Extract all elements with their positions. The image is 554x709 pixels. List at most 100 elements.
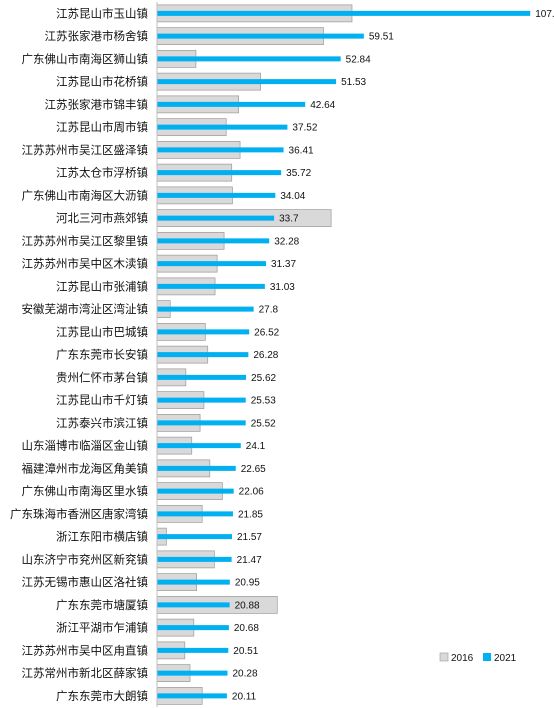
category-label: 山东淄博市临淄区金山镇: [22, 439, 149, 453]
value-label-2021: 51.53: [341, 77, 366, 88]
value-label-2021: 20.68: [234, 623, 259, 634]
bar-2021: [157, 693, 227, 699]
category-label: 广东东莞市塘厦镇: [56, 598, 148, 612]
bar-2021: [157, 534, 232, 540]
value-label-2021: 107.38: [535, 9, 554, 20]
value-label-2021: 36.41: [289, 145, 314, 156]
category-label: 安徽芜湖市湾沚区湾沚镇: [22, 302, 149, 316]
value-label-2021: 25.52: [251, 418, 276, 429]
category-label: 江苏昆山市周市镇: [56, 120, 148, 134]
value-label-2021: 20.51: [233, 646, 258, 657]
bar-2021: [157, 33, 364, 39]
value-label-2021: 52.84: [346, 54, 371, 65]
value-label-2021: 21.57: [237, 532, 262, 543]
bar-2021: [157, 215, 275, 221]
bar-2021: [157, 420, 246, 426]
value-label-2021: 20.28: [232, 669, 257, 680]
bar-2021: [157, 101, 306, 107]
bar-2021: [157, 238, 270, 244]
value-label-2021: 31.03: [270, 282, 295, 293]
value-label-2021: 32.28: [274, 236, 299, 247]
value-label-2021: 27.8: [259, 305, 279, 316]
category-label: 江苏无锡市惠山区洛社镇: [22, 575, 149, 589]
bar-2021: [157, 511, 233, 517]
value-label-2021: 25.53: [251, 396, 276, 407]
value-label-2021: 42.64: [310, 100, 335, 111]
bar-2021: [157, 488, 234, 494]
category-label: 江苏苏州市吴中区木渎镇: [22, 257, 149, 271]
category-label: 江苏张家港市锦丰镇: [45, 97, 149, 111]
value-label-2021: 20.95: [235, 578, 260, 589]
bars-group: 江苏昆山市玉山镇 107.38 江苏张家港市杨舍镇 59.51 广东佛山市南海区狮山镇 5…: [10, 4, 554, 705]
bar-2021: [157, 465, 236, 471]
value-label-2021: 20.11: [232, 691, 257, 702]
value-label-2021: 21.47: [237, 555, 262, 566]
value-label-2021: 24.1: [246, 441, 266, 452]
bar-2021: [157, 124, 288, 130]
category-label: 江苏太仓市浮桥镇: [56, 166, 148, 180]
category-label: 山东济宁市兖州区新兖镇: [22, 552, 149, 566]
value-label-2021: 25.62: [251, 373, 276, 384]
bar-2021: [157, 147, 284, 153]
bar-2021: [157, 306, 254, 312]
legend-label-2021: 2021: [494, 653, 517, 664]
bar-2021: [157, 283, 265, 289]
category-label: 福建漳州市龙海区角美镇: [22, 461, 149, 475]
category-label: 河北三河市燕郊镇: [56, 211, 148, 225]
bar-2021: [157, 56, 341, 62]
value-label-2021: 31.37: [271, 259, 296, 270]
bar-2021: [157, 79, 337, 85]
value-label-2021: 26.28: [253, 350, 278, 361]
category-label: 江苏昆山市千灯镇: [56, 393, 148, 407]
value-label-2021: 22.65: [241, 464, 266, 475]
category-label: 浙江东阳市横店镇: [56, 530, 148, 544]
value-label-2021: 33.7: [279, 214, 299, 225]
value-label-2021: 34.04: [280, 191, 305, 202]
legend-swatch-2016: [439, 652, 449, 662]
category-label: 江苏泰兴市滨江镇: [56, 416, 148, 430]
bar-2021: [157, 579, 230, 585]
value-label-2021: 26.52: [254, 327, 279, 338]
value-label-2021: 21.85: [238, 509, 263, 520]
bar-2021: [157, 261, 267, 267]
bar-2021: [157, 602, 230, 608]
bar-2021: [157, 443, 241, 449]
bar-2021: [157, 10, 531, 16]
bar-2021: [157, 352, 249, 358]
category-label: 江苏常州市新北区薛家镇: [22, 666, 149, 680]
category-label: 广东佛山市南海区里水镇: [22, 484, 149, 498]
value-label-2021: 35.72: [286, 168, 311, 179]
legend-label-2016: 2016: [451, 653, 474, 664]
category-label: 广东东莞市大朗镇: [56, 689, 148, 703]
category-label: 江苏苏州市吴中区甪直镇: [22, 643, 149, 657]
bar-2021: [157, 670, 228, 676]
category-label: 广东东莞市长安镇: [56, 348, 148, 362]
value-label-2021: 20.88: [235, 600, 260, 611]
category-label: 江苏苏州市吴江区盛泽镇: [22, 143, 149, 157]
category-label: 江苏昆山市巴城镇: [56, 325, 148, 339]
bar-2021: [157, 625, 229, 631]
category-label: 广东佛山市南海区大沥镇: [22, 188, 149, 202]
bar-2021: [157, 170, 282, 176]
category-label: 广东佛山市南海区狮山镇: [22, 52, 149, 66]
bar-2021: [157, 329, 250, 335]
category-label: 江苏张家港市杨舍镇: [45, 29, 149, 43]
category-label: 江苏昆山市花桥镇: [56, 75, 148, 89]
value-label-2021: 22.06: [239, 487, 264, 498]
category-label: 江苏昆山市张浦镇: [56, 279, 148, 293]
value-label-2021: 59.51: [369, 32, 394, 43]
bar-2021: [157, 397, 246, 403]
bar-2021: [157, 556, 232, 562]
value-label-2021: 37.52: [292, 123, 317, 134]
legend-swatch-2021: [483, 653, 491, 661]
bar-2021: [157, 647, 229, 653]
legend: 2016 2021: [439, 652, 517, 664]
category-label: 浙江平湖市乍浦镇: [56, 621, 148, 635]
bar-2021: [157, 374, 247, 380]
category-label: 江苏苏州市吴江区黎里镇: [22, 234, 149, 248]
category-label: 广东珠海市香洲区唐家湾镇: [10, 507, 148, 521]
category-label: 贵州仁怀市茅台镇: [56, 370, 148, 384]
category-label: 江苏昆山市玉山镇: [56, 6, 148, 20]
bar-2021: [157, 192, 276, 198]
